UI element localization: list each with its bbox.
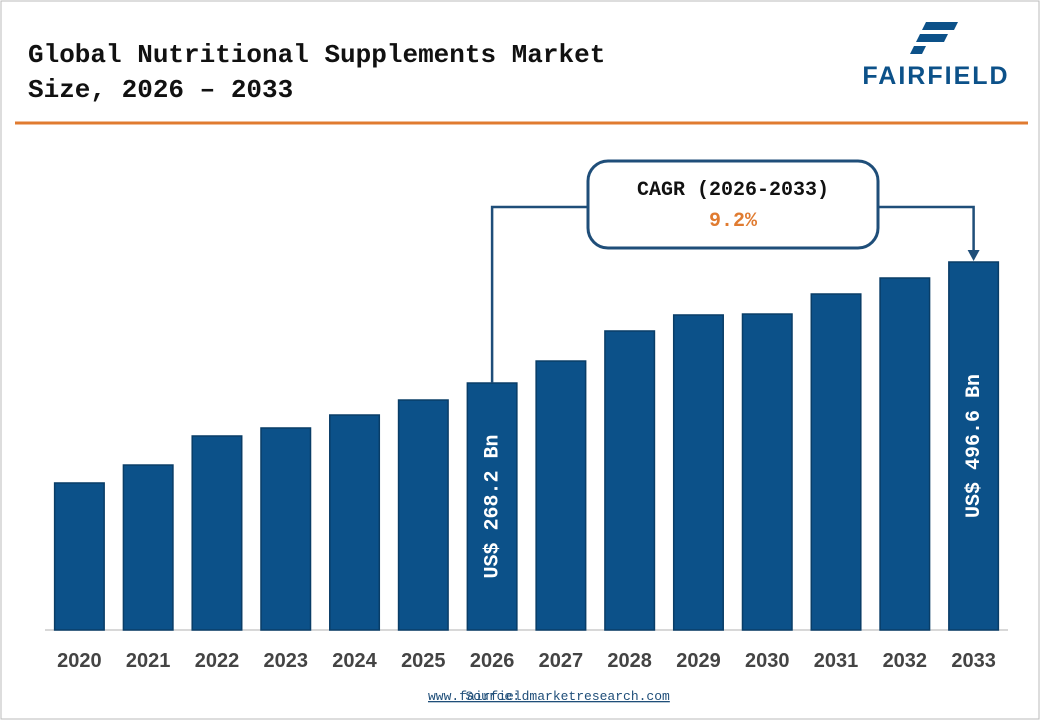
x-tick-label: 2025 (401, 650, 446, 672)
x-tick-label: 2028 (607, 650, 652, 672)
x-tick-label: 2029 (676, 650, 721, 672)
logo-text: FAIRFIELD (862, 62, 1009, 90)
bar (122, 464, 174, 631)
x-tick-label: 2020 (57, 650, 102, 672)
bar (604, 330, 656, 631)
logo-icon (910, 22, 958, 54)
x-tick-label: 2024 (332, 650, 377, 672)
bar (191, 435, 243, 631)
connector (878, 205, 975, 252)
bar (397, 399, 449, 631)
bar (260, 427, 312, 631)
bar (53, 482, 105, 631)
x-tick-label: 2023 (264, 650, 309, 672)
source-link[interactable]: www.fairfieldmarketresearch.com (428, 689, 670, 704)
x-tick-label: 2030 (745, 650, 790, 672)
bar (741, 313, 793, 631)
bar (329, 414, 381, 631)
callout-value: 9.2% (709, 210, 758, 233)
title-line: Size, 2026 – 2033 (28, 75, 293, 105)
title-line: Global Nutritional Supplements Market (28, 40, 605, 70)
bar (948, 261, 1000, 631)
connector (490, 205, 588, 384)
x-tick-label: 2027 (539, 650, 584, 672)
source-label: Source: (465, 689, 520, 704)
arrow-head (967, 250, 980, 261)
bar (810, 293, 862, 631)
x-tick-label: 2021 (126, 650, 171, 672)
bar (879, 277, 931, 631)
x-tick-label: 2032 (883, 650, 928, 672)
x-tick-label: 2033 (951, 650, 996, 672)
value-label: US$ 496.6 Bn (963, 374, 986, 518)
x-tick-label: 2026 (470, 650, 515, 672)
callout-title: CAGR (2026-2033) (637, 179, 829, 202)
bar (672, 314, 724, 631)
value-label: US$ 268.2 Bn (481, 434, 504, 578)
callout-box (586, 159, 880, 250)
x-tick-label: 2031 (814, 650, 859, 672)
x-tick-label: 2022 (195, 650, 240, 672)
bar (535, 360, 587, 631)
bar (466, 382, 518, 631)
